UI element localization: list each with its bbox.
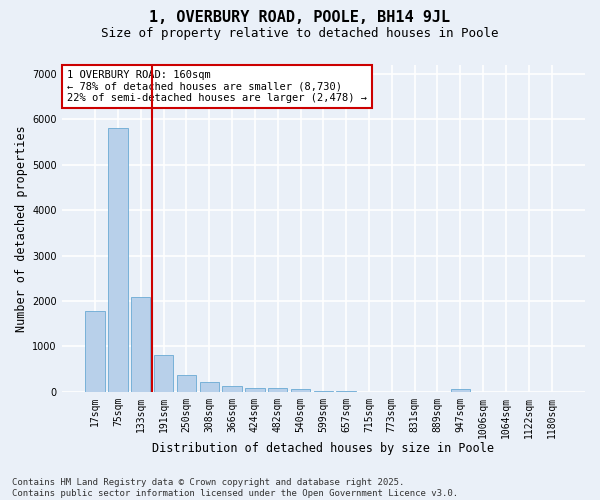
Bar <box>200 382 219 392</box>
Bar <box>154 354 173 392</box>
Bar <box>268 388 287 392</box>
Bar <box>85 311 105 392</box>
Bar <box>451 389 470 392</box>
Text: 1, OVERBURY ROAD, POOLE, BH14 9JL: 1, OVERBURY ROAD, POOLE, BH14 9JL <box>149 10 451 25</box>
Text: Contains HM Land Registry data © Crown copyright and database right 2025.
Contai: Contains HM Land Registry data © Crown c… <box>12 478 458 498</box>
Y-axis label: Number of detached properties: Number of detached properties <box>15 125 28 332</box>
Bar <box>223 386 242 392</box>
Bar <box>108 128 128 392</box>
Bar <box>314 391 333 392</box>
Text: Size of property relative to detached houses in Poole: Size of property relative to detached ho… <box>101 28 499 40</box>
Bar <box>245 388 265 392</box>
X-axis label: Distribution of detached houses by size in Poole: Distribution of detached houses by size … <box>152 442 494 455</box>
Text: 1 OVERBURY ROAD: 160sqm
← 78% of detached houses are smaller (8,730)
22% of semi: 1 OVERBURY ROAD: 160sqm ← 78% of detache… <box>67 70 367 103</box>
Bar <box>131 297 151 392</box>
Bar <box>177 375 196 392</box>
Bar <box>291 390 310 392</box>
